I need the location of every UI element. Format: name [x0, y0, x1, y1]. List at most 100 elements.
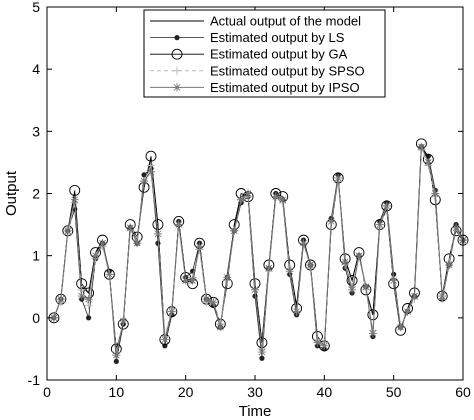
- data-point: [285, 267, 294, 276]
- data-point: [98, 239, 107, 248]
- y-tick-label: 4: [32, 61, 40, 77]
- data-point: [145, 150, 157, 162]
- data-point: [403, 307, 412, 316]
- data-point: [202, 295, 211, 304]
- data-point: [84, 295, 93, 304]
- data-point: [223, 273, 232, 282]
- data-point: [320, 341, 329, 350]
- data-point: [153, 229, 162, 238]
- data-point: [251, 285, 259, 294]
- x-tick-label: 60: [455, 384, 471, 400]
- data-point: [69, 184, 81, 196]
- data-point: [278, 195, 287, 204]
- x-tick-label: 40: [317, 384, 333, 400]
- series-layer: [48, 138, 469, 364]
- data-point: [382, 201, 391, 210]
- data-point: [396, 323, 405, 332]
- legend-entry: Estimated output by LS: [150, 30, 345, 45]
- y-tick-label: 2: [32, 186, 40, 202]
- data-point: [56, 295, 65, 304]
- data-point: [327, 217, 336, 226]
- data-point: [257, 348, 266, 357]
- data-point: [237, 195, 246, 204]
- legend-marker: [173, 83, 181, 92]
- legend-marker: [171, 48, 183, 60]
- y-tick-label: 0: [32, 310, 40, 326]
- data-point: [209, 298, 218, 307]
- x-axis-label: Time: [239, 403, 272, 420]
- y-tick-label: 3: [32, 123, 40, 139]
- data-point: [375, 220, 384, 229]
- x-tick-label: 30: [247, 384, 263, 400]
- y-tick-label: -1: [28, 372, 41, 388]
- data-point: [306, 260, 315, 269]
- data-point: [63, 226, 72, 235]
- data-point: [147, 167, 155, 176]
- series-line: [53, 145, 464, 362]
- data-point: [348, 285, 357, 294]
- data-point: [49, 313, 58, 322]
- legend-box: [143, 9, 386, 98]
- data-point: [133, 239, 142, 248]
- data-point: [113, 358, 119, 364]
- data-point: [188, 276, 197, 285]
- x-tick-label: 20: [178, 384, 194, 400]
- x-tick-label: 10: [109, 384, 125, 400]
- data-point: [361, 282, 370, 291]
- y-tick-label: 1: [32, 248, 40, 264]
- data-point: [91, 251, 100, 260]
- legend-marker: [174, 35, 180, 41]
- data-point: [424, 158, 433, 167]
- data-point: [417, 142, 426, 151]
- y-tick-label: 5: [32, 0, 40, 15]
- data-point: [334, 173, 343, 182]
- data-point: [77, 292, 86, 301]
- data-point: [230, 226, 239, 235]
- data-point: [431, 189, 440, 198]
- data-point: [244, 189, 253, 198]
- data-point: [452, 223, 461, 232]
- legend-entry: Estimated output by SPSO: [150, 63, 365, 78]
- data-point: [341, 257, 350, 266]
- legend-entry: Estimated output by IPSO: [150, 80, 360, 95]
- data-point: [105, 270, 114, 279]
- data-point: [167, 307, 176, 316]
- data-point: [445, 260, 454, 269]
- legend-label: Actual output of the model: [210, 14, 361, 29]
- legend-marker: [173, 66, 181, 75]
- data-point: [216, 323, 225, 332]
- legend-label: Estimated output by LS: [210, 30, 345, 45]
- data-point: [389, 276, 398, 285]
- legend-label: Estimated output by IPSO: [210, 80, 360, 95]
- data-point: [264, 264, 273, 273]
- data-point: [70, 195, 79, 204]
- legend-label: Estimated output by GA: [210, 47, 348, 62]
- x-tick-label: 0: [43, 384, 51, 400]
- data-point: [126, 223, 135, 232]
- data-point: [259, 355, 265, 361]
- data-point: [86, 315, 92, 321]
- data-point: [367, 309, 379, 321]
- data-point: [292, 307, 301, 316]
- series-line: [53, 146, 464, 356]
- data-point: [438, 292, 447, 301]
- x-tick-label: 50: [386, 384, 402, 400]
- data-point: [181, 276, 190, 285]
- data-point: [174, 220, 183, 229]
- data-point: [141, 172, 147, 178]
- series-estimated-output-by-ls: [51, 144, 466, 364]
- data-point: [271, 192, 280, 201]
- legend-entry: Actual output of the model: [150, 14, 361, 29]
- data-point: [299, 239, 308, 248]
- data-point: [313, 338, 322, 347]
- y-axis-label: Output: [3, 170, 20, 216]
- legend-entry: Estimated output by GA: [150, 47, 348, 62]
- data-point: [355, 251, 363, 260]
- data-point: [410, 292, 419, 301]
- legend-label: Estimated output by SPSO: [210, 63, 365, 78]
- series-estimated-output-by-ipso: [49, 142, 467, 360]
- data-point: [140, 177, 149, 186]
